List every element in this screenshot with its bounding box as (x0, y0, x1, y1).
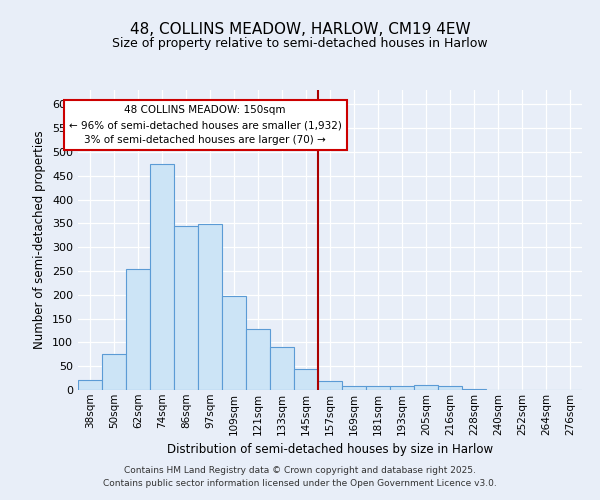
Bar (150, 164, 174, 390)
Bar (174, 226, 198, 390)
Text: Contains HM Land Registry data © Crown copyright and database right 2025.
Contai: Contains HM Land Registry data © Crown c… (103, 466, 497, 487)
Text: 48 COLLINS MEADOW: 150sqm
← 96% of semi-detached houses are smaller (1,932)
3% o: 48 COLLINS MEADOW: 150sqm ← 96% of semi-… (69, 105, 341, 145)
Y-axis label: Number of semi-detached properties: Number of semi-detached properties (34, 130, 46, 350)
Bar (318, 382, 342, 390)
X-axis label: Distribution of semi-detached houses by size in Harlow: Distribution of semi-detached houses by … (167, 443, 493, 456)
Bar (198, 224, 222, 390)
Bar (222, 296, 246, 390)
Bar (342, 386, 366, 390)
Bar (438, 386, 462, 390)
Bar (390, 386, 414, 390)
Text: 48, COLLINS MEADOW, HARLOW, CM19 4EW: 48, COLLINS MEADOW, HARLOW, CM19 4EW (130, 22, 470, 38)
Bar (102, 354, 126, 390)
Bar (126, 268, 150, 390)
Bar (462, 388, 486, 390)
Bar (78, 380, 102, 390)
Bar (246, 329, 270, 390)
Bar (270, 347, 294, 390)
Bar (414, 385, 438, 390)
Bar (366, 386, 390, 390)
Text: Size of property relative to semi-detached houses in Harlow: Size of property relative to semi-detach… (112, 38, 488, 51)
Bar (294, 368, 318, 390)
